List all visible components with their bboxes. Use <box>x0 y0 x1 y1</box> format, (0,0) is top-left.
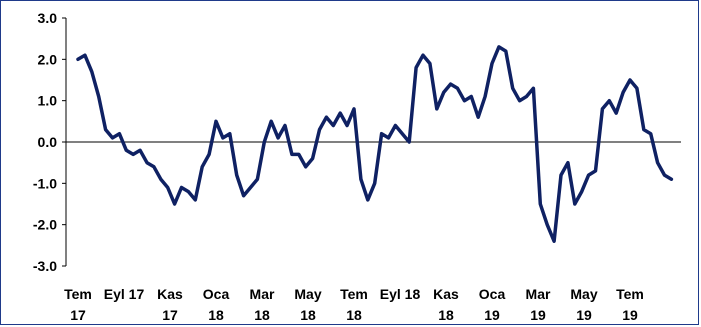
chart-axes <box>62 17 681 267</box>
y-tick-label: 2.0 <box>38 51 58 67</box>
x-tick-label-line1: Eyl 18 <box>380 286 421 302</box>
x-tick-label-line1: Tem <box>340 286 368 302</box>
x-tick-label-line2: 18 <box>300 307 316 323</box>
x-tick-label-line1: Tem <box>616 286 644 302</box>
y-tick-label: -3.0 <box>33 258 57 274</box>
x-tick-labels: Tem 17 Eyl 17 Kas 17 Oca 18 Mar 18 May 18 Tem 18 Eyl … <box>64 286 644 323</box>
x-tick-label-line1: Oca <box>203 286 230 302</box>
y-tick-label: -2.0 <box>33 217 57 233</box>
y-tick-label: 0.0 <box>38 134 58 150</box>
x-tick-label-line2: 19 <box>576 307 592 323</box>
x-tick-label-line2: 18 <box>346 307 362 323</box>
y-tick-label: 1.0 <box>38 93 58 109</box>
y-tick-label: -1.0 <box>33 175 57 191</box>
y-tick-labels: 3.0 2.0 1.0 0.0 -1.0 -2.0 -3.0 <box>33 10 57 274</box>
x-tick-label-line1: Kas <box>157 286 183 302</box>
x-tick-label-line2: 18 <box>438 307 454 323</box>
x-tick-label-line1: Oca <box>479 286 506 302</box>
x-tick-label-line2: 19 <box>484 307 500 323</box>
x-tick-label-line2: 17 <box>162 307 178 323</box>
x-tick-label-line2: 19 <box>530 307 546 323</box>
x-tick-label-line1: Mar <box>526 286 551 302</box>
x-tick-label-line1: Eyl 17 <box>104 286 145 302</box>
x-tick-label-line1: May <box>570 286 597 302</box>
x-tick-label-line2: 18 <box>208 307 224 323</box>
y-tick-label: 3.0 <box>38 10 58 26</box>
x-tick-label-line1: Kas <box>433 286 459 302</box>
x-tick-label-line2: 19 <box>622 307 638 323</box>
series-group <box>76 45 674 243</box>
x-tick-label-line1: Tem <box>64 286 92 302</box>
x-tick-label-line2: 18 <box>254 307 270 323</box>
x-tick-label-line1: May <box>294 286 321 302</box>
series-line <box>76 45 674 243</box>
x-tick-label-line2: 17 <box>70 307 86 323</box>
x-tick-label-line1: Mar <box>250 286 275 302</box>
